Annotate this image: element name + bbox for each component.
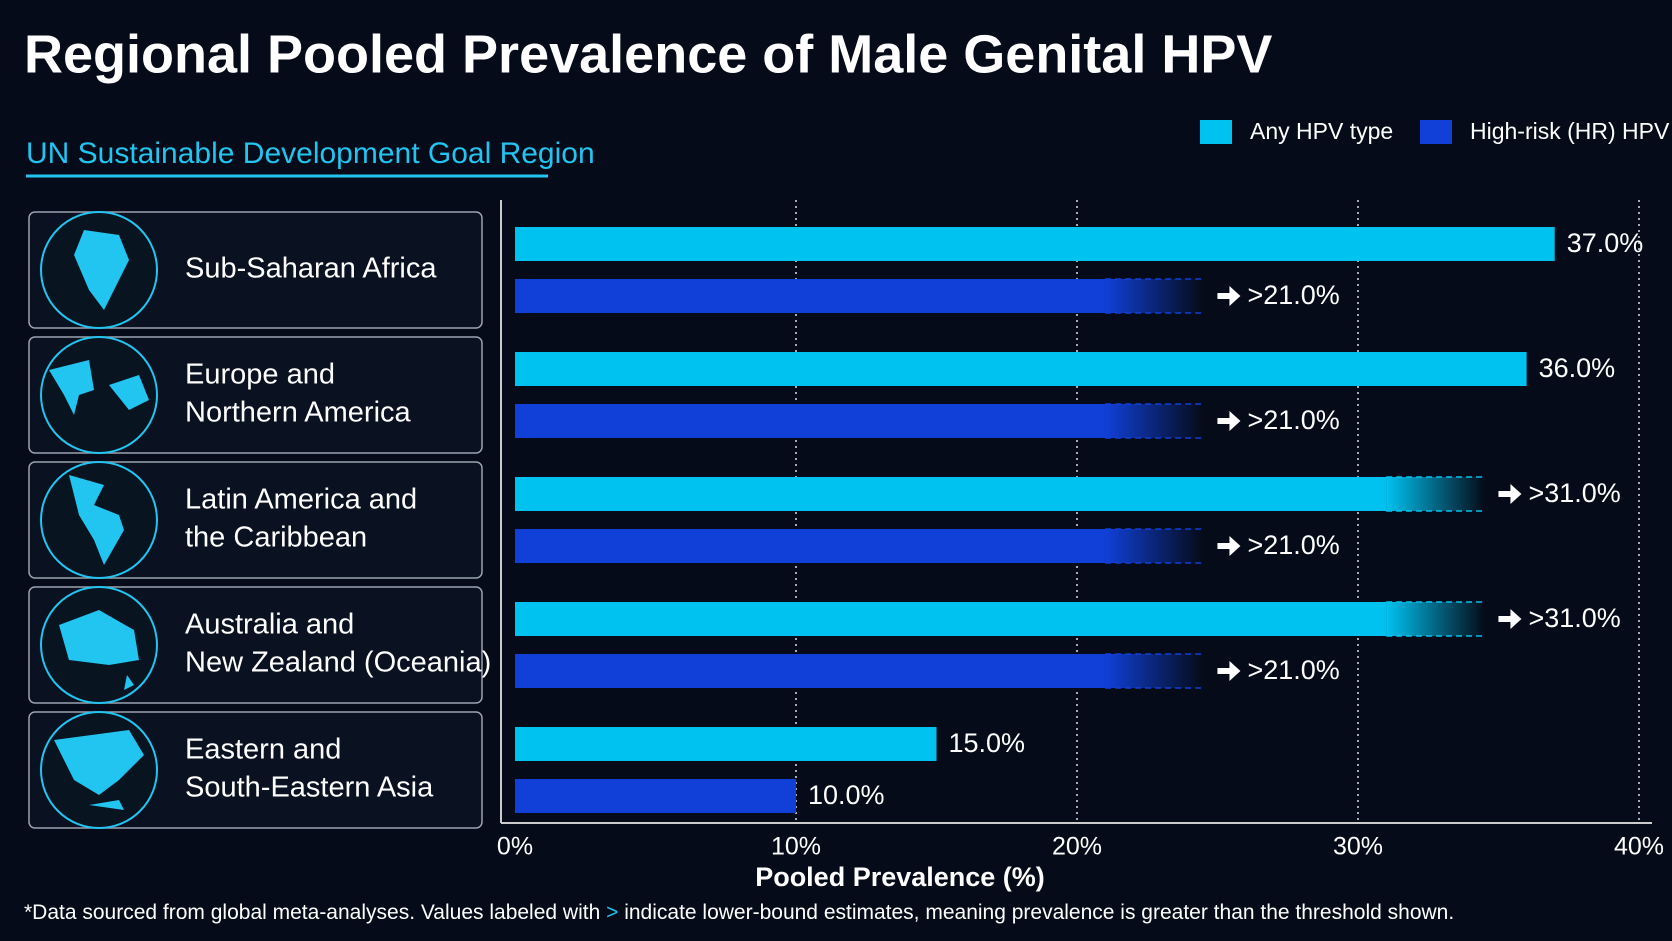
legend-label: Any HPV type <box>1250 118 1393 144</box>
value-label: 37.0% <box>1567 228 1644 258</box>
category-label: Latin America and <box>185 484 417 516</box>
category-label: Sub-Saharan Africa <box>185 253 437 285</box>
category-label: Eastern and <box>185 734 341 766</box>
bar <box>515 602 1387 636</box>
category-label: South-Eastern Asia <box>185 772 434 804</box>
legend-swatch <box>1420 120 1452 144</box>
bar <box>515 529 1106 563</box>
bound-arrow <box>1217 536 1241 556</box>
bar-fade <box>1105 404 1204 438</box>
bound-arrow <box>1498 609 1522 629</box>
bar-fade <box>1105 654 1204 688</box>
bar-fade <box>1105 529 1204 563</box>
legend-label: High-risk (HR) HPV <box>1470 118 1670 144</box>
bar-fade <box>1386 602 1485 636</box>
x-axis-title: Pooled Prevalence (%) <box>755 862 1045 892</box>
globe-land <box>49 360 149 415</box>
bar <box>515 779 796 813</box>
x-tick-label: 20% <box>1052 833 1102 861</box>
bar-fade <box>1386 477 1485 511</box>
globe-land <box>74 230 129 310</box>
subtitle: UN Sustainable Development Goal Region <box>26 137 595 170</box>
bound-arrow <box>1217 411 1241 431</box>
bound-arrow <box>1498 484 1522 504</box>
value-label: >21.0% <box>1247 530 1339 560</box>
bar <box>515 404 1106 438</box>
bar <box>515 279 1106 313</box>
legend-swatch <box>1200 120 1232 144</box>
bar <box>515 227 1555 261</box>
bar <box>515 727 937 761</box>
footnote-symbol: > <box>606 901 618 924</box>
category-label: Australia and <box>185 609 354 641</box>
value-label: >31.0% <box>1528 603 1620 633</box>
chart-title: Regional Pooled Prevalence of Male Genit… <box>24 24 1272 84</box>
bar <box>515 654 1106 688</box>
value-label: >21.0% <box>1247 405 1339 435</box>
globe-land <box>59 610 139 690</box>
bound-arrow <box>1217 286 1241 306</box>
x-tick-label: 40% <box>1614 833 1664 861</box>
value-label: 36.0% <box>1539 353 1616 383</box>
x-tick-label: 0% <box>497 833 533 861</box>
value-label: 15.0% <box>949 728 1026 758</box>
footnote: *Data sourced from global meta-analyses.… <box>24 901 1454 924</box>
value-label: >31.0% <box>1528 478 1620 508</box>
category-label: the Caribbean <box>185 522 367 554</box>
value-label: >21.0% <box>1247 280 1339 310</box>
category-label: New Zealand (Oceania) <box>185 647 491 679</box>
globe-land <box>69 475 124 565</box>
category-label: Northern America <box>185 397 412 429</box>
bar <box>515 352 1527 386</box>
bound-arrow <box>1217 661 1241 681</box>
x-tick-label: 30% <box>1333 833 1383 861</box>
footnote-text: *Data sourced from global meta-analyses.… <box>24 901 606 924</box>
bar-fade <box>1105 279 1204 313</box>
bar <box>515 477 1387 511</box>
globe-land <box>54 730 144 810</box>
category-label: Europe and <box>185 359 335 391</box>
footnote-text: indicate lower-bound estimates, meaning … <box>618 901 1454 924</box>
value-label: 10.0% <box>808 780 885 810</box>
x-tick-label: 10% <box>771 833 821 861</box>
value-label: >21.0% <box>1247 655 1339 685</box>
